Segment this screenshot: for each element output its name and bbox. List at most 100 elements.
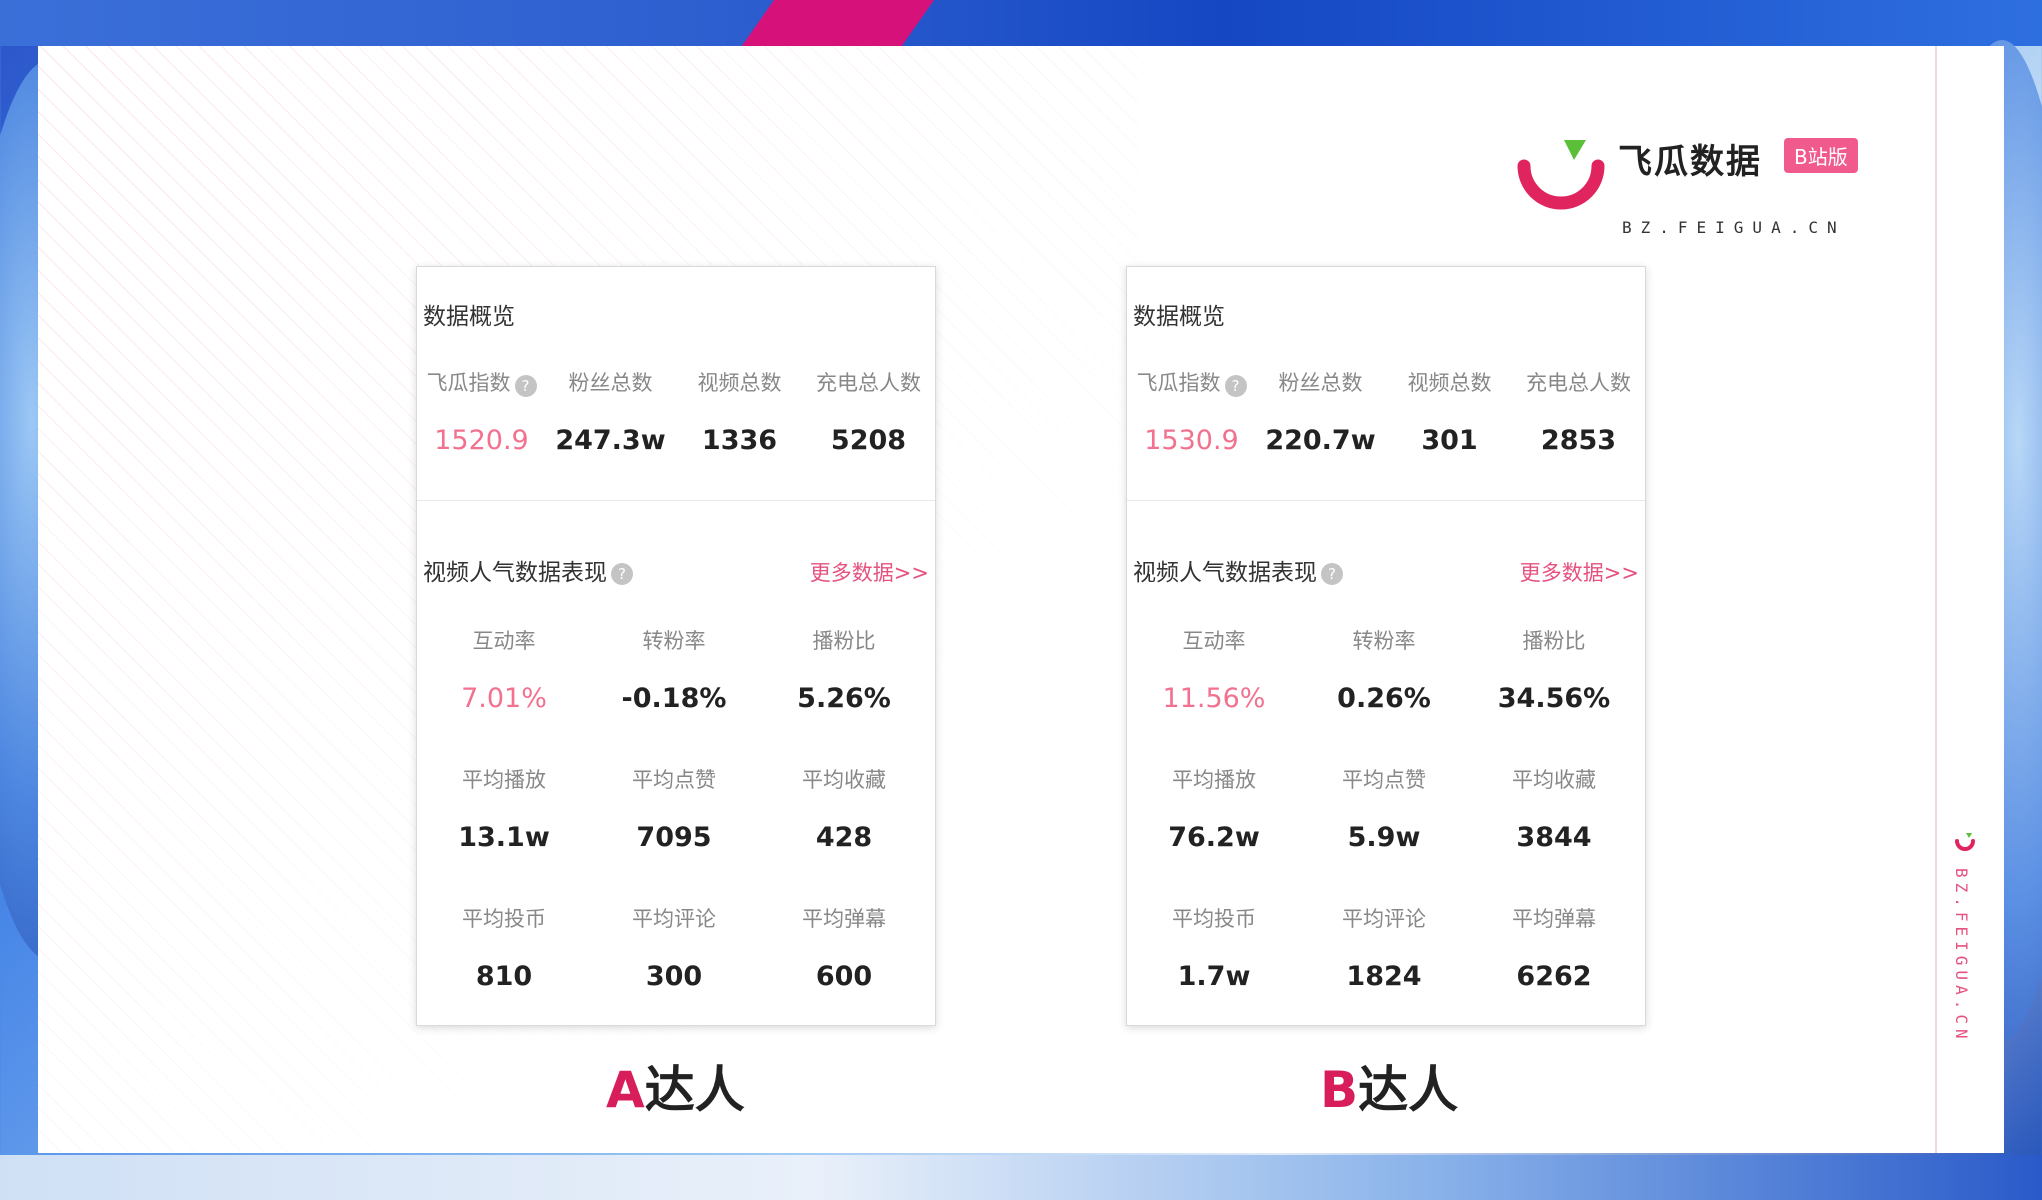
stat-label: 飞瓜指数 xyxy=(1136,371,1221,395)
metric-value: 810 xyxy=(475,961,533,992)
stat-label: 充电总人数 xyxy=(1526,371,1631,395)
stat-label: 飞瓜指数 xyxy=(426,371,511,395)
metric-label: 互动率 xyxy=(1182,629,1246,653)
metric-label: 平均评论 xyxy=(632,907,716,931)
creator-card-b: 数据概览 飞瓜指数? 粉丝总数 视频总数 充电总人数 1530.9 220.7w… xyxy=(1126,266,1646,1026)
metric-label: 平均播放 xyxy=(462,768,546,792)
metric-label: 平均弹幕 xyxy=(1512,907,1596,931)
stat-value: 5208 xyxy=(830,425,907,456)
feigua-logo-icon xyxy=(1517,140,1605,210)
card-divider xyxy=(417,500,935,501)
metric-label: 播粉比 xyxy=(1522,629,1586,653)
metric-value: 5.9w xyxy=(1347,822,1421,853)
metric-values-row1: 11.56% 0.26% 34.56% xyxy=(1127,683,1641,714)
metric-label: 互动率 xyxy=(472,629,536,653)
metric-value: 3844 xyxy=(1516,822,1592,853)
stat-label: 粉丝总数 xyxy=(1278,371,1363,395)
stat-label: 粉丝总数 xyxy=(568,371,653,395)
metric-value: 0.26% xyxy=(1337,683,1431,714)
metric-value: 7.01% xyxy=(461,683,547,714)
overview-labels: 飞瓜指数? 粉丝总数 视频总数 充电总人数 xyxy=(1127,367,1645,397)
metric-values-row3: 1.7w 1824 6262 xyxy=(1127,961,1641,992)
caption-letter: B xyxy=(1320,1061,1359,1119)
logo-name: 飞瓜数据 xyxy=(1618,142,1762,182)
slide-panel: 飞瓜数据 B站版 BZ.FEIGUA.CN BZ.FEIGUA.CN 数据概览 … xyxy=(38,46,2004,1153)
background-bottom-band xyxy=(0,1155,2042,1200)
stat-value: 247.3w xyxy=(555,425,666,456)
creator-card-a: 数据概览 飞瓜指数? 粉丝总数 视频总数 充电总人数 1520.9 247.3w… xyxy=(416,266,936,1026)
logo-url: BZ.FEIGUA.CN xyxy=(1622,218,1846,237)
metric-value: -0.18% xyxy=(621,683,727,714)
stat-label: 视频总数 xyxy=(1407,371,1492,395)
metric-label: 播粉比 xyxy=(812,629,876,653)
stat-value: 1520.9 xyxy=(434,425,529,456)
metric-label: 平均收藏 xyxy=(802,768,886,792)
metric-values-row1: 7.01% -0.18% 5.26% xyxy=(417,683,931,714)
performance-title-text: 视频人气数据表现 xyxy=(423,560,607,586)
stat-value: 1530.9 xyxy=(1144,425,1239,456)
help-icon[interactable]: ? xyxy=(514,374,537,397)
metric-value: 76.2w xyxy=(1168,822,1260,853)
caption-text: 达人 xyxy=(644,1061,745,1119)
overview-labels: 飞瓜指数? 粉丝总数 视频总数 充电总人数 xyxy=(417,367,935,397)
overview-values: 1530.9 220.7w 301 2853 xyxy=(1127,425,1645,456)
stat-value: 2853 xyxy=(1540,425,1617,456)
overview-values: 1520.9 247.3w 1336 5208 xyxy=(417,425,935,456)
metric-value: 300 xyxy=(645,961,703,992)
stat-value: 1336 xyxy=(701,425,778,456)
performance-title: 视频人气数据表现? xyxy=(1133,553,1343,587)
metric-labels-row2: 平均播放 平均点赞 平均收藏 xyxy=(1127,764,1641,794)
metric-value: 13.1w xyxy=(458,822,550,853)
metric-labels-row1: 互动率 转粉率 播粉比 xyxy=(417,625,931,655)
decorative-divider-line xyxy=(1935,46,1937,1153)
metric-values-row3: 810 300 600 xyxy=(417,961,931,992)
metric-label: 转粉率 xyxy=(1352,629,1416,653)
metric-label: 平均点赞 xyxy=(632,768,716,792)
metric-value: 7095 xyxy=(636,822,712,853)
metric-values-row2: 13.1w 7095 428 xyxy=(417,822,931,853)
metric-labels-row2: 平均播放 平均点赞 平均收藏 xyxy=(417,764,931,794)
metric-value: 5.26% xyxy=(797,683,891,714)
side-url: BZ.FEIGUA.CN xyxy=(1952,868,1971,1044)
metric-label: 平均点赞 xyxy=(1342,768,1426,792)
more-data-link[interactable]: 更多数据>> xyxy=(1519,561,1639,585)
metric-values-row2: 76.2w 5.9w 3844 xyxy=(1127,822,1641,853)
metric-label: 平均投币 xyxy=(462,907,546,931)
metric-label: 转粉率 xyxy=(642,629,706,653)
metric-label: 平均播放 xyxy=(1172,768,1256,792)
metric-label: 平均评论 xyxy=(1342,907,1426,931)
help-icon[interactable]: ? xyxy=(1224,374,1247,397)
side-logo-icon xyxy=(1955,833,1975,851)
performance-title-text: 视频人气数据表现 xyxy=(1133,560,1317,586)
overview-title: 数据概览 xyxy=(423,304,515,330)
metric-value: 428 xyxy=(815,822,873,853)
overview-title: 数据概览 xyxy=(1133,304,1225,330)
background-top-band xyxy=(0,0,2042,46)
more-data-link[interactable]: 更多数据>> xyxy=(809,561,929,585)
metric-label: 平均弹幕 xyxy=(802,907,886,931)
metric-value: 1.7w xyxy=(1177,961,1251,992)
caption-creator-b: B达人 xyxy=(1320,1050,1458,1122)
help-icon[interactable]: ? xyxy=(1321,562,1343,585)
feigua-logo: 飞瓜数据 B站版 BZ.FEIGUA.CN xyxy=(1516,126,1916,246)
metric-value: 1824 xyxy=(1346,961,1422,992)
metric-labels-row1: 互动率 转粉率 播粉比 xyxy=(1127,625,1641,655)
caption-letter: A xyxy=(606,1061,645,1119)
metric-labels-row3: 平均投币 平均评论 平均弹幕 xyxy=(417,903,931,933)
metric-label: 平均收藏 xyxy=(1512,768,1596,792)
metric-labels-row3: 平均投币 平均评论 平均弹幕 xyxy=(1127,903,1641,933)
stat-label: 充电总人数 xyxy=(816,371,921,395)
stat-value: 301 xyxy=(1421,425,1478,456)
metric-label: 平均投币 xyxy=(1172,907,1256,931)
performance-title: 视频人气数据表现? xyxy=(423,553,633,587)
metric-value: 34.56% xyxy=(1497,683,1611,714)
help-icon[interactable]: ? xyxy=(611,562,633,585)
logo-badge: B站版 xyxy=(1784,138,1858,173)
caption-text: 达人 xyxy=(1358,1061,1459,1119)
stat-value: 220.7w xyxy=(1265,425,1376,456)
card-divider xyxy=(1127,500,1645,501)
metric-value: 600 xyxy=(815,961,873,992)
caption-creator-a: A达人 xyxy=(606,1050,745,1122)
metric-value: 6262 xyxy=(1516,961,1592,992)
metric-value: 11.56% xyxy=(1162,683,1266,714)
